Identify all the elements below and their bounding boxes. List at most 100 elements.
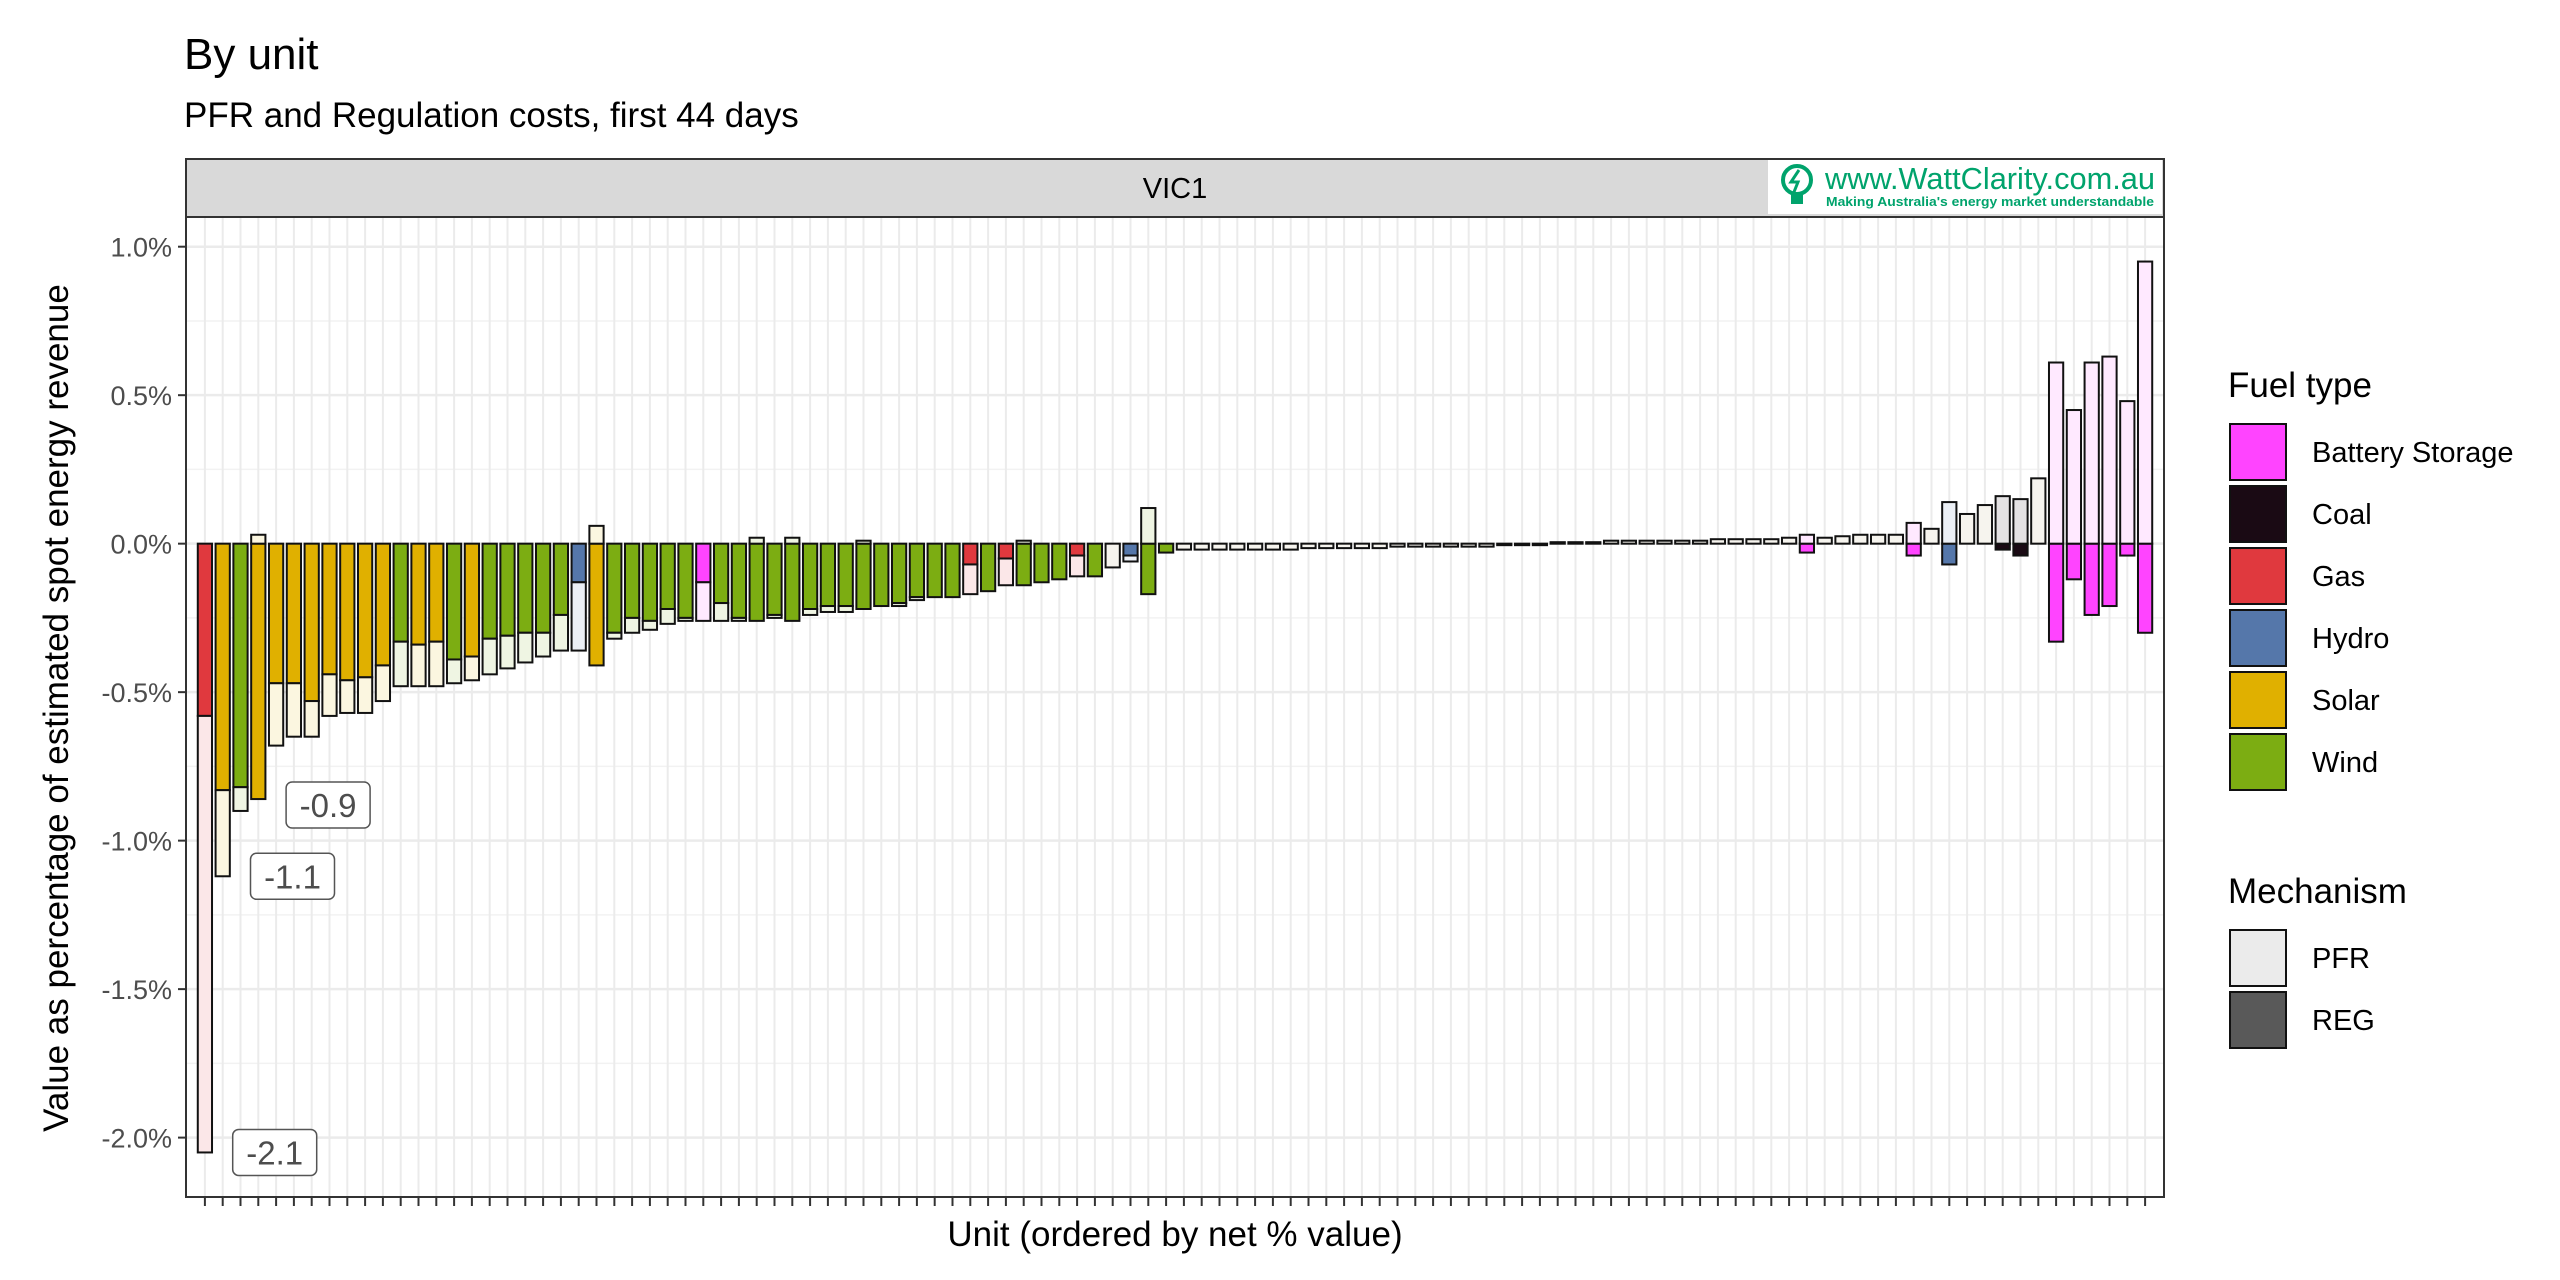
bar-pfr-segment <box>303 700 320 738</box>
bar-reg-segment <box>908 542 926 599</box>
bar-reg-segment <box>855 542 872 611</box>
bar-reg-segment <box>2136 542 2154 634</box>
bar-reg-segment <box>819 542 837 608</box>
bar-pfr-segment <box>321 673 338 717</box>
bar-pfr-segment <box>908 596 926 602</box>
bar-reg-segment <box>1905 542 1922 557</box>
legend-label: Battery Storage <box>2312 437 2514 469</box>
bar-pfr-segment <box>1246 542 1264 551</box>
bar-reg-segment <box>552 542 570 616</box>
legend-swatch <box>2229 485 2287 543</box>
bar-pfr-segment <box>499 634 516 670</box>
bar-pfr-segment <box>1140 507 1157 545</box>
bar-pfr-segment <box>677 616 694 622</box>
legend-swatch <box>2229 423 2287 481</box>
bar-reg-segment <box>873 542 890 608</box>
bar-pfr-segment <box>1460 542 1477 548</box>
bar-reg-segment <box>1157 542 1175 554</box>
bar-reg-segment <box>1015 542 1032 587</box>
bar-pfr-segment <box>1905 521 1922 545</box>
legend-label: Solar <box>2312 685 2380 717</box>
watermark-tagline: Making Australia's energy market underst… <box>1826 194 2154 209</box>
bar-reg-segment <box>659 542 676 611</box>
bar-reg-segment <box>1051 542 1068 581</box>
bar-pfr-segment <box>196 714 214 1154</box>
y-tick-label: 1.0% <box>110 233 172 263</box>
bar-pfr-segment <box>819 605 837 613</box>
bar-pfr-segment <box>285 682 303 738</box>
bar-reg-segment <box>250 542 267 801</box>
bar-pfr-segment <box>1353 542 1371 550</box>
bar-reg-segment <box>356 542 374 679</box>
bar-reg-segment <box>285 542 303 685</box>
bar-reg-segment <box>499 542 516 637</box>
facet-label: VIC1 <box>1143 173 1207 205</box>
bar-reg-segment <box>1140 542 1157 596</box>
bar-pfr-segment <box>250 533 267 545</box>
bar-reg-segment <box>428 542 445 643</box>
bar-pfr-segment <box>552 613 570 652</box>
bar-reg-segment <box>1068 542 1086 557</box>
x-axis <box>203 1197 2147 1206</box>
bar-reg-segment <box>1033 542 1050 584</box>
bar-pfr-segment <box>1122 554 1139 563</box>
bar-pfr-segment <box>1300 542 1317 550</box>
bar-pfr-segment <box>1513 542 1531 547</box>
bar-pfr-segment <box>2030 477 2047 545</box>
bar-pfr-segment <box>1869 533 1887 545</box>
bar-pfr-segment <box>570 581 587 652</box>
legend-label: Wind <box>2312 747 2378 779</box>
bar-pfr-segment <box>1229 542 1246 551</box>
bar-pfr-segment <box>2136 260 2154 545</box>
bar-pfr-segment <box>2012 498 2029 545</box>
bar-reg-segment <box>979 542 997 593</box>
bar-reg-segment <box>445 542 463 661</box>
annotation-label: -1.1 <box>264 858 321 895</box>
annotation-box <box>231 1128 318 1177</box>
bar-pfr-segment <box>1780 536 1798 545</box>
bar-pfr-segment <box>837 605 854 613</box>
bar-reg-segment <box>517 542 534 634</box>
bar-reg-segment <box>2065 542 2083 581</box>
bar-pfr-segment <box>1442 542 1460 548</box>
bar-reg-segment <box>677 542 694 619</box>
bar-reg-segment <box>623 542 641 619</box>
bar-reg-segment <box>962 542 979 566</box>
bar-pfr-segment <box>2101 355 2118 545</box>
legend-fuel-title: Fuel type <box>2228 366 2372 405</box>
bar-pfr-segment <box>695 581 712 622</box>
bar-reg-segment <box>303 542 320 703</box>
legend-swatch <box>2229 991 2287 1049</box>
bar-reg-segment <box>944 542 961 599</box>
legend-label: REG <box>2312 1005 2375 1037</box>
legend: Fuel type Battery Storage Coal Gas Hydro Sol… <box>2228 366 2514 1049</box>
legend-swatch <box>2229 609 2287 667</box>
bar-reg-segment <box>784 542 801 622</box>
bar-pfr-segment <box>2083 361 2100 545</box>
bar-pfr-segment <box>1745 538 1762 545</box>
bar-reg-segment <box>570 542 587 584</box>
bar-pfr-segment <box>748 536 765 545</box>
bar-pfr-segment <box>214 789 231 878</box>
bar-pfr-segment <box>392 640 409 688</box>
bar-pfr-segment <box>1941 501 1958 545</box>
bar-reg-segment <box>641 542 659 622</box>
bars <box>196 260 2154 1154</box>
bar-pfr-segment <box>1887 533 1905 545</box>
bar-pfr-segment <box>481 637 498 676</box>
bar-pfr-segment <box>1994 495 2011 545</box>
bar-reg-segment <box>1086 542 1104 578</box>
bar-pfr-segment <box>1389 542 1406 548</box>
bar-pfr-segment <box>588 524 605 545</box>
bar-pfr-segment <box>1923 527 1940 545</box>
bar-pfr-segment <box>1958 512 1976 545</box>
bar-pfr-segment <box>1585 541 1602 545</box>
y-tick-label: 0.0% <box>110 530 172 560</box>
bar-pfr-segment <box>1175 542 1193 551</box>
y-tick-label: -1.0% <box>101 827 172 857</box>
bar-reg-segment <box>695 542 712 584</box>
bar-pfr-segment <box>855 539 872 545</box>
bar-pfr-segment <box>1798 533 1816 545</box>
bar-pfr-segment <box>339 679 356 714</box>
legend-swatch <box>2229 733 2287 791</box>
